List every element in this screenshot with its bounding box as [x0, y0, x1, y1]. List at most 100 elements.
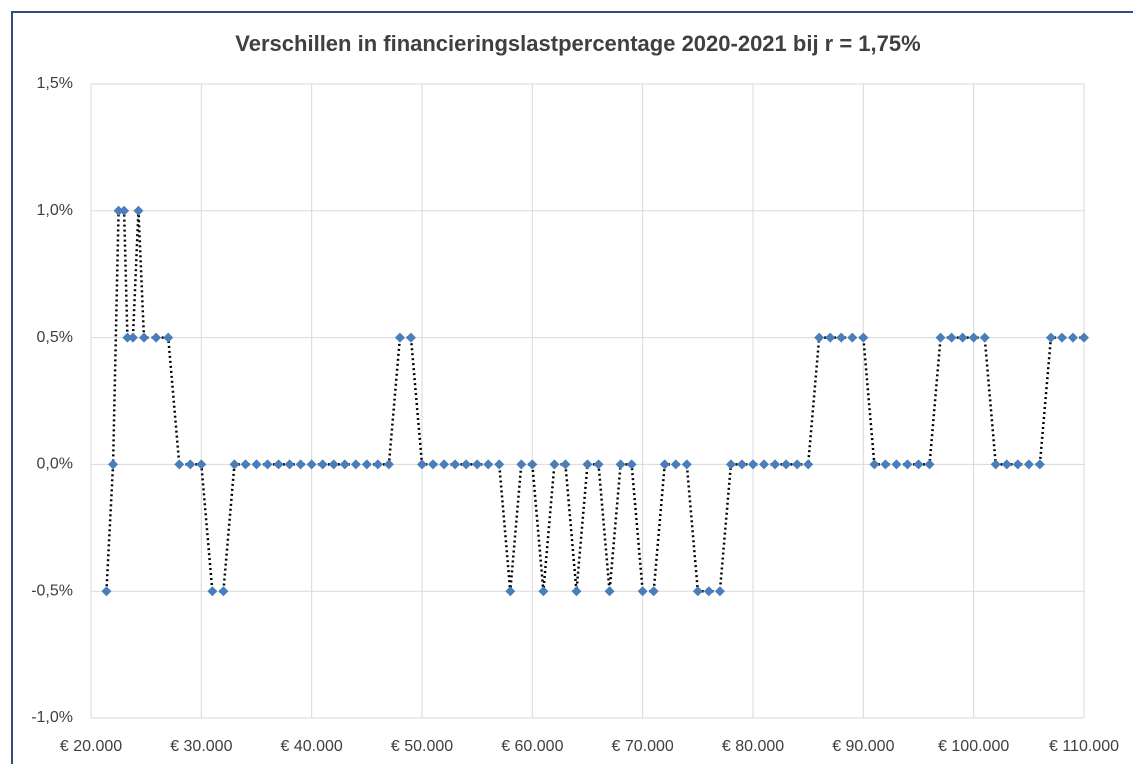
data-point: [748, 459, 758, 470]
data-point: [703, 586, 714, 597]
data-point: [582, 459, 593, 470]
data-point: [725, 459, 736, 470]
data-point: [1023, 459, 1034, 470]
data-point: [902, 459, 913, 470]
data-point: [405, 332, 416, 343]
data-point: [450, 459, 461, 470]
data-point: [681, 459, 692, 470]
data-point: [262, 459, 273, 470]
x-tick-label: € 110.000: [1049, 738, 1119, 755]
data-point: [814, 332, 825, 343]
data-point: [913, 459, 924, 470]
data-point: [240, 459, 251, 470]
data-point: [869, 459, 880, 470]
x-tick-label: € 80.000: [722, 738, 784, 755]
data-point: [593, 459, 604, 470]
data-point: [394, 332, 405, 343]
data-point: [122, 332, 133, 343]
data-point: [317, 459, 328, 470]
data-point: [361, 459, 372, 470]
data-point: [847, 332, 858, 343]
data-point: [295, 459, 306, 470]
data-point: [781, 459, 792, 470]
data-point: [1001, 459, 1012, 470]
data-point: [196, 459, 207, 470]
x-tick-label: € 100.000: [938, 738, 1009, 755]
data-point: [372, 459, 383, 470]
y-tick-label: 1,0%: [37, 202, 73, 219]
data-point: [306, 459, 317, 470]
data-point: [494, 459, 505, 470]
x-tick-label: € 40.000: [281, 738, 343, 755]
data-point: [935, 332, 946, 343]
data-point: [133, 205, 144, 216]
data-point: [549, 459, 560, 470]
data-point: [113, 205, 124, 216]
data-point: [439, 459, 450, 470]
data-point: [472, 459, 483, 470]
data-point: [119, 205, 130, 216]
data-point: [571, 586, 582, 597]
data-point: [383, 459, 394, 470]
data-point: [505, 586, 516, 597]
data-point: [251, 459, 262, 470]
data-point: [770, 459, 781, 470]
data-point: [957, 332, 968, 343]
y-tick-label: 0,0%: [37, 456, 73, 473]
data-point: [1056, 332, 1067, 343]
data-point: [516, 459, 527, 470]
y-tick-label: 0,5%: [37, 329, 73, 346]
x-tick-label: € 90.000: [832, 738, 894, 755]
x-tick-label: € 20.000: [60, 738, 122, 755]
data-point: [968, 332, 979, 343]
data-point: [792, 459, 803, 470]
data-point: [1079, 332, 1089, 343]
data-point: [207, 586, 218, 597]
x-tick-label: € 60.000: [501, 738, 563, 755]
data-point: [736, 459, 747, 470]
data-point: [538, 586, 549, 597]
data-point: [1034, 459, 1045, 470]
data-point: [891, 459, 902, 470]
x-tick-label: € 50.000: [391, 738, 453, 755]
y-tick-label: 1,5%: [37, 75, 73, 92]
data-point: [803, 459, 814, 470]
data-point: [990, 459, 1001, 470]
data-point: [163, 332, 174, 343]
data-point: [174, 459, 185, 470]
data-point: [615, 459, 626, 470]
data-point: [273, 459, 284, 470]
data-point: [1045, 332, 1056, 343]
y-tick-label: -0,5%: [31, 582, 73, 599]
data-point: [138, 332, 149, 343]
data-point: [692, 586, 703, 597]
data-point: [880, 459, 891, 470]
data-point: [101, 586, 112, 597]
data-point: [1067, 332, 1078, 343]
data-point: [339, 459, 350, 470]
data-point: [659, 459, 670, 470]
data-point: [185, 459, 196, 470]
data-point: [924, 459, 935, 470]
data-point: [1012, 459, 1023, 470]
data-point: [648, 586, 659, 597]
data-point: [417, 459, 427, 470]
data-point: [461, 459, 472, 470]
data-point: [151, 332, 162, 343]
data-point: [218, 586, 229, 597]
data-point: [626, 459, 637, 470]
data-point: [428, 459, 439, 470]
data-point: [825, 332, 836, 343]
data-point: [127, 332, 138, 343]
data-point: [560, 459, 571, 470]
data-point: [604, 586, 615, 597]
data-point: [714, 586, 725, 597]
data-point: [328, 459, 339, 470]
data-point: [836, 332, 847, 343]
data-point: [229, 459, 240, 470]
data-point: [858, 332, 869, 343]
data-point: [350, 459, 361, 470]
y-tick-label: -1,0%: [31, 709, 73, 726]
